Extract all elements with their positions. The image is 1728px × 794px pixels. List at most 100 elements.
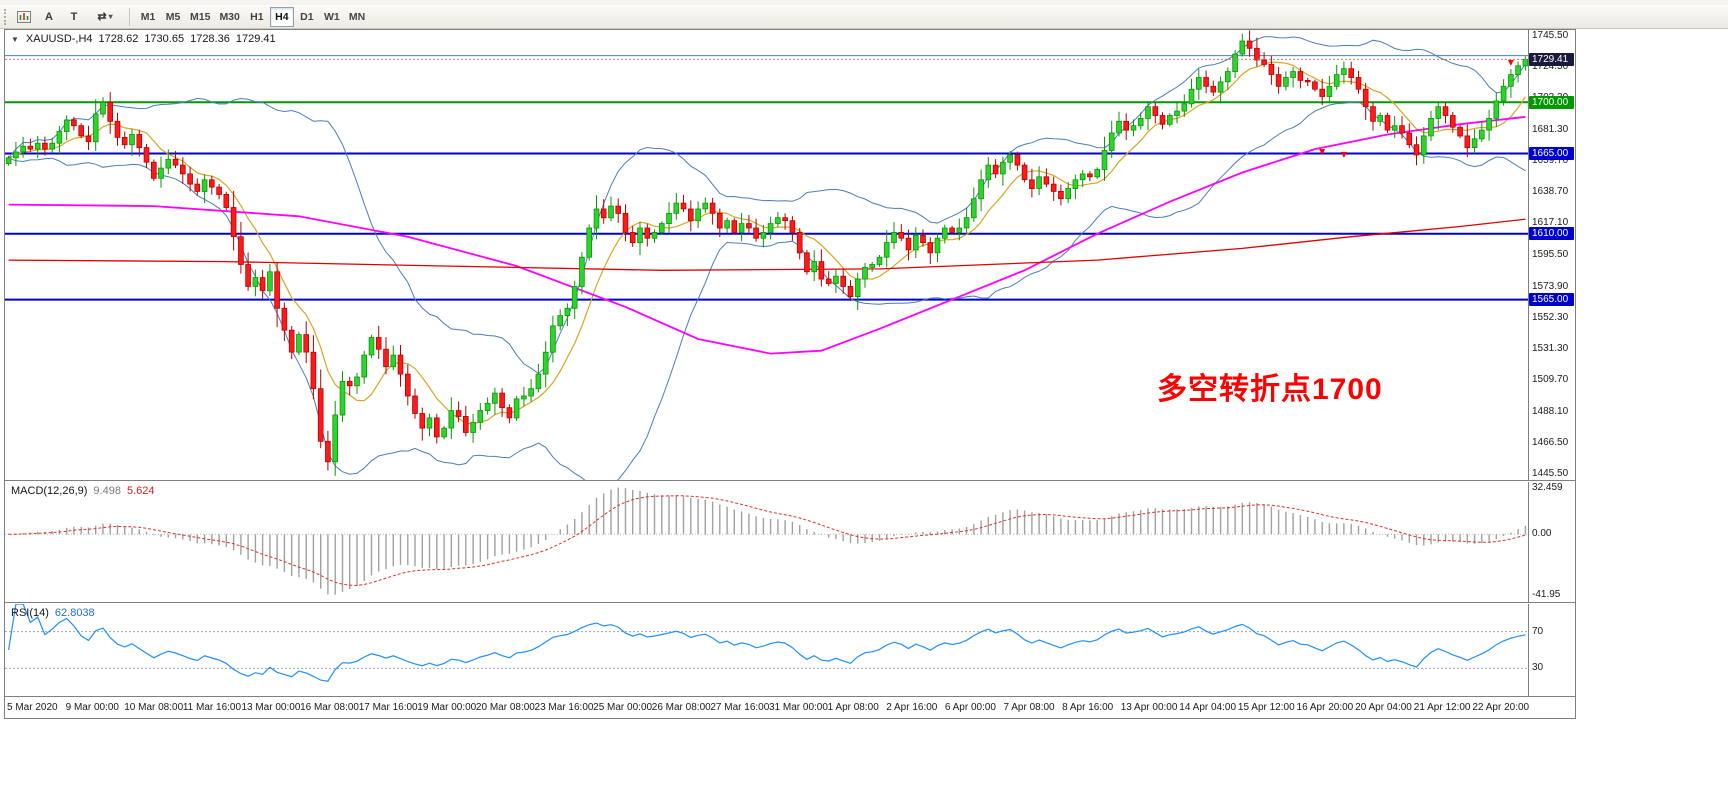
signal-arrow-marker	[1319, 148, 1326, 155]
time-label: 20 Apr 04:00	[1355, 702, 1412, 713]
rsi-info-line: RSI(14) 62.8038	[11, 607, 95, 619]
time-label: 25 Mar 00:00	[593, 702, 653, 713]
panel-splitter-rsi[interactable]	[5, 602, 1575, 604]
panel-splitter-macd[interactable]	[5, 480, 1575, 482]
macd-info-line: MACD(12,26,9) 9.498 5.624	[11, 485, 154, 497]
slow-ma-line	[8, 218, 1526, 271]
one-click-collapse-icon[interactable]: ▼	[11, 34, 19, 44]
macd-chart-area[interactable]: MACD(12,26,9) 9.498 5.624	[5, 482, 1529, 602]
price-tick: 1552.30	[1532, 312, 1569, 324]
time-label: 15 Apr 12:00	[1237, 702, 1295, 713]
chart-text-annotation[interactable]: 多空转折点1700	[1157, 373, 1383, 406]
bollinger-upper-band	[8, 36, 1526, 375]
cursor-tool-button[interactable]: A	[37, 7, 61, 27]
high-value: 1730.65	[144, 33, 185, 45]
price-tick: 1681.30	[1532, 123, 1569, 135]
rsi-value: 62.8038	[54, 607, 95, 619]
window-titlebar-strip	[0, 0, 1728, 5]
macd-signal-line	[8, 495, 1526, 586]
chart-info-line: ▼ XAUUSD-,H4 1728.62 1730.65 1728.36 172…	[11, 33, 276, 45]
timeframe-button-h4[interactable]: H4	[269, 6, 294, 27]
macd-signal-value: 5.624	[126, 485, 155, 497]
rsi-scale[interactable]: 70 30	[1529, 604, 1575, 696]
symbol-timeframe-label: XAUUSD-,H4	[25, 33, 93, 45]
price-tick: 1659.70	[1532, 155, 1569, 167]
rsi-svg	[5, 604, 1528, 682]
timeframe-button-m15[interactable]: M15	[186, 7, 214, 27]
time-scale[interactable]: 5 Mar 2020 9 Mar 00:00 10 Mar 08:00 11 Mar …	[5, 696, 1575, 718]
price-tick: 1617.10	[1532, 217, 1569, 229]
level-price-badge: 1665.00	[1529, 146, 1574, 160]
rsi-tick: 70	[1532, 625, 1544, 637]
timeframe-button-d1[interactable]: D1	[295, 7, 319, 27]
low-value: 1728.36	[190, 33, 230, 45]
timeframe-button-mn[interactable]: MN	[345, 7, 369, 27]
signal-arrow-marker	[1507, 59, 1514, 66]
macd-tick: 0.00	[1532, 528, 1552, 540]
price-tick: 1638.70	[1532, 185, 1569, 197]
price-tick: 1509.70	[1532, 374, 1569, 386]
time-label: 26 Mar 08:00	[651, 702, 711, 713]
main-price-panel: ▼ XAUUSD-,H4 1728.62 1730.65 1728.36 172…	[5, 30, 1575, 480]
macd-main-value: 9.498	[93, 485, 121, 497]
current-price-badge: 1729.41	[1529, 52, 1574, 66]
price-tick: 1531.30	[1532, 342, 1569, 354]
signal-arrow-marker	[1340, 151, 1347, 158]
macd-scale[interactable]: 32.459 0.00 -41.95	[1529, 482, 1575, 602]
price-scale[interactable]: 1745.501724.501703.301681.301659.701638.…	[1529, 30, 1575, 480]
main-chart-svg	[5, 30, 1528, 480]
rsi-line	[8, 604, 1526, 682]
price-tick: 1595.50	[1532, 249, 1569, 260]
timeframe-button-m30[interactable]: M30	[215, 7, 243, 27]
fast-ma-line	[8, 61, 1526, 425]
time-label: 16 Apr 20:00	[1296, 702, 1354, 713]
main-chart-area[interactable]: ▼ XAUUSD-,H4 1728.62 1730.65 1728.36 172…	[5, 30, 1529, 480]
timeframe-button-w1[interactable]: W1	[320, 7, 344, 27]
rsi-chart-area[interactable]: RSI(14) 62.8038	[5, 604, 1529, 696]
macd-tick: 32.459	[1532, 481, 1563, 493]
caret-down-icon: ▾	[108, 12, 113, 21]
level-price-badge: 1610.00	[1529, 227, 1574, 241]
time-label: 27 Mar 16:00	[710, 702, 770, 713]
time-label: 7 Apr 08:00	[1003, 702, 1055, 713]
price-tick: 1445.50	[1532, 468, 1569, 480]
time-label: 9 Mar 00:00	[65, 702, 119, 713]
open-value: 1728.62	[98, 33, 139, 45]
time-label: 5 Mar 2020	[7, 702, 58, 713]
toolbar-drag-handle[interactable]	[4, 8, 7, 25]
toolbar-separator	[129, 7, 130, 26]
level-price-badge: 1700.00	[1529, 95, 1574, 109]
macd-panel: MACD(12,26,9) 9.498 5.624 32.459 0.00 -41.…	[5, 482, 1575, 602]
time-label: 23 Mar 16:00	[534, 702, 594, 713]
timeframe-button-h1[interactable]: H1	[245, 7, 269, 27]
time-label: 14 Apr 04:00	[1179, 702, 1237, 713]
price-tick: 1488.10	[1532, 405, 1569, 417]
rsi-panel: RSI(14) 62.8038 70 30	[5, 604, 1575, 696]
level-price-badge: 1565.00	[1529, 293, 1574, 307]
macd-tick: -41.95	[1532, 588, 1561, 600]
candles	[5, 30, 1528, 476]
cycle-arrows-icon: ⇄	[97, 11, 107, 23]
time-label: 31 Mar 00:00	[769, 702, 828, 713]
time-label: 13 Apr 00:00	[1120, 702, 1178, 713]
main-toolbar: A T ⇄ ▾ M1 M5 M15 M30 H1 H4 D1 W1 MN	[0, 5, 1728, 29]
time-label: 10 Mar 08:00	[124, 702, 184, 713]
macd-svg	[5, 487, 1528, 595]
timeframe-button-m5[interactable]: M5	[161, 7, 185, 27]
text-tool-button[interactable]: T	[62, 7, 86, 27]
time-label: 17 Mar 16:00	[358, 702, 418, 713]
time-label: 8 Apr 16:00	[1062, 702, 1114, 713]
cycle-symbols-button[interactable]: ⇄ ▾	[87, 7, 123, 27]
rsi-tick: 30	[1532, 662, 1544, 674]
time-label: 13 Mar 00:00	[241, 702, 301, 713]
chart-grid-icon[interactable]	[12, 7, 36, 27]
time-label: 19 Mar 00:00	[417, 702, 477, 713]
bollinger-lower-band	[8, 101, 1526, 480]
chart-window: ▼ XAUUSD-,H4 1728.62 1730.65 1728.36 172…	[4, 29, 1576, 719]
time-label: 2 Apr 16:00	[886, 702, 938, 713]
price-tick: 1724.50	[1532, 60, 1569, 72]
macd-label: MACD(12,26,9)	[11, 485, 88, 497]
timeframe-button-m1[interactable]: M1	[136, 7, 160, 27]
time-label: 6 Apr 00:00	[944, 702, 996, 713]
